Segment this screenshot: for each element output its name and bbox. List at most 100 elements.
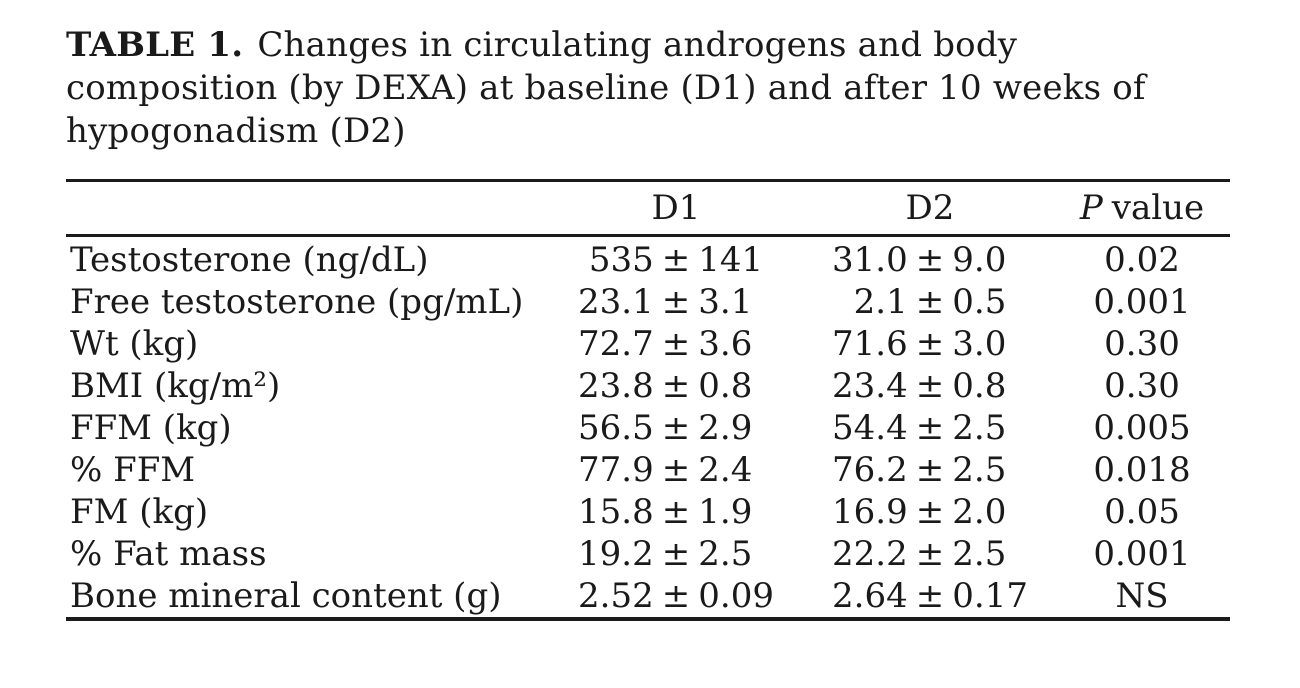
d2-sd: 9.0 [952,240,1007,280]
d2-mean: 31.0 [832,240,908,280]
plus-minus-icon: ± [661,240,691,280]
d2-mean: 16.9 [832,492,908,532]
d1-sd: 2.4 [698,450,753,490]
p-value-word: value [1111,188,1205,228]
d1-value: 72.7 ±3.6 [546,323,806,365]
table-1-block: TABLE 1. Changes in circulating androgens… [66,24,1230,621]
row-label: Free testosterone (pg/mL) [70,282,524,322]
plus-minus-icon: ± [915,408,945,448]
p-value: 0.018 [1093,450,1191,490]
table-row-pct-ffm: % FFM 77.9 ±2.4 76.2 ±2.5 0.018 [66,449,1230,491]
d2-sd: 0.5 [952,282,1007,322]
p-value: 0.005 [1093,408,1191,448]
d2-value: 23.4 ±0.8 [806,365,1054,407]
p-value: 0.30 [1104,324,1180,364]
table-top-rule [66,179,1230,182]
d2-sd: 2.5 [952,408,1007,448]
plus-minus-icon: ± [915,240,945,280]
d1-sd: 0.8 [698,366,753,406]
plus-minus-icon: ± [915,366,945,406]
d2-value: 22.2 ±2.5 [806,533,1054,575]
plus-minus-icon: ± [661,450,691,490]
d2-mean: 2.64 [832,576,908,616]
d2-mean: 71.6 [832,324,908,364]
p-value: 0.02 [1104,240,1180,280]
d2-sd: 2.5 [952,450,1007,490]
caption-line-1: TABLE 1. Changes in circulating androgens… [66,24,1230,67]
d1-value: 23.8 ±0.8 [546,365,806,407]
d1-sd: 0.09 [698,576,774,616]
table-row-pct-fat-mass: % Fat mass 19.2 ±2.5 22.2 ±2.5 0.001 [66,533,1230,575]
d1-value: 535 ±141 [546,239,806,281]
table-caption: TABLE 1. Changes in circulating androgens… [66,24,1230,153]
d2-value: 16.9 ±2.0 [806,491,1054,533]
table-body: Testosterone (ng/dL) 535 ±141 31.0 ±9.0 0.… [66,237,1230,617]
d1-mean: 77.9 [578,450,654,490]
row-label: FM (kg) [70,492,209,532]
d1-sd: 3.1 [698,282,753,322]
d2-sd: 3.0 [952,324,1007,364]
plus-minus-icon: ± [661,408,691,448]
d1-mean: 56.5 [578,408,654,448]
plus-minus-icon: ± [915,576,945,616]
row-label: BMI (kg/m²) [70,366,281,406]
row-label: Wt (kg) [70,324,199,364]
header-d1: D1 [651,188,701,228]
d1-sd: 1.9 [698,492,753,532]
table-row-testosterone: Testosterone (ng/dL) 535 ±141 31.0 ±9.0 0.… [66,239,1230,281]
d1-sd: 3.6 [698,324,753,364]
table-number-label: TABLE 1. [66,25,244,65]
p-symbol: P [1079,188,1103,228]
plus-minus-icon: ± [661,492,691,532]
plus-minus-icon: ± [661,324,691,364]
d2-sd: 0.17 [952,576,1028,616]
d1-mean: 23.8 [578,366,654,406]
plus-minus-icon: ± [661,534,691,574]
plus-minus-icon: ± [661,366,691,406]
d1-mean: 19.2 [578,534,654,574]
row-label: % Fat mass [70,534,267,574]
d2-sd: 2.0 [952,492,1007,532]
table-row-fm: FM (kg) 15.8 ±1.9 16.9 ±2.0 0.05 [66,491,1230,533]
row-label: Bone mineral content (g) [70,576,502,616]
table-bottom-rule [66,617,1230,621]
row-label: % FFM [70,450,196,490]
d2-sd: 0.8 [952,366,1007,406]
table-row-ffm: FFM (kg) 56.5 ±2.9 54.4 ±2.5 0.005 [66,407,1230,449]
d2-mean: 2.1 [853,282,908,322]
d2-value: 71.6 ±3.0 [806,323,1054,365]
d1-sd: 141 [698,240,764,280]
caption-line-3: hypogonadism (D2) [66,111,406,151]
d1-mean: 2.52 [578,576,654,616]
p-value: 0.001 [1093,282,1191,322]
d2-value: 76.2 ±2.5 [806,449,1054,491]
plus-minus-icon: ± [915,534,945,574]
caption-text-1: Changes in circulating androgens and bod… [257,25,1018,65]
d1-mean: 15.8 [578,492,654,532]
d1-mean: 23.1 [578,282,654,322]
p-value: 0.05 [1104,492,1180,532]
d1-mean: 72.7 [578,324,654,364]
row-label: Testosterone (ng/dL) [70,240,429,280]
plus-minus-icon: ± [915,282,945,322]
d1-value: 77.9 ±2.4 [546,449,806,491]
d2-mean: 76.2 [832,450,908,490]
d1-value: 2.52 ±0.09 [546,575,806,617]
plus-minus-icon: ± [915,492,945,532]
table-row-weight: Wt (kg) 72.7 ±3.6 71.6 ±3.0 0.30 [66,323,1230,365]
table-header-rule [66,234,1230,237]
d1-sd: 2.5 [698,534,753,574]
d2-value: 2.64 ±0.17 [806,575,1054,617]
d2-mean: 23.4 [832,366,908,406]
plus-minus-icon: ± [661,576,691,616]
plus-minus-icon: ± [915,324,945,364]
d1-value: 19.2 ±2.5 [546,533,806,575]
header-d2: D2 [905,188,955,228]
d1-mean: 535 [588,240,654,280]
d1-value: 56.5 ±2.9 [546,407,806,449]
d2-value: 2.1 ±0.5 [806,281,1054,323]
d1-value: 23.1 ±3.1 [546,281,806,323]
d2-value: 54.4 ±2.5 [806,407,1054,449]
